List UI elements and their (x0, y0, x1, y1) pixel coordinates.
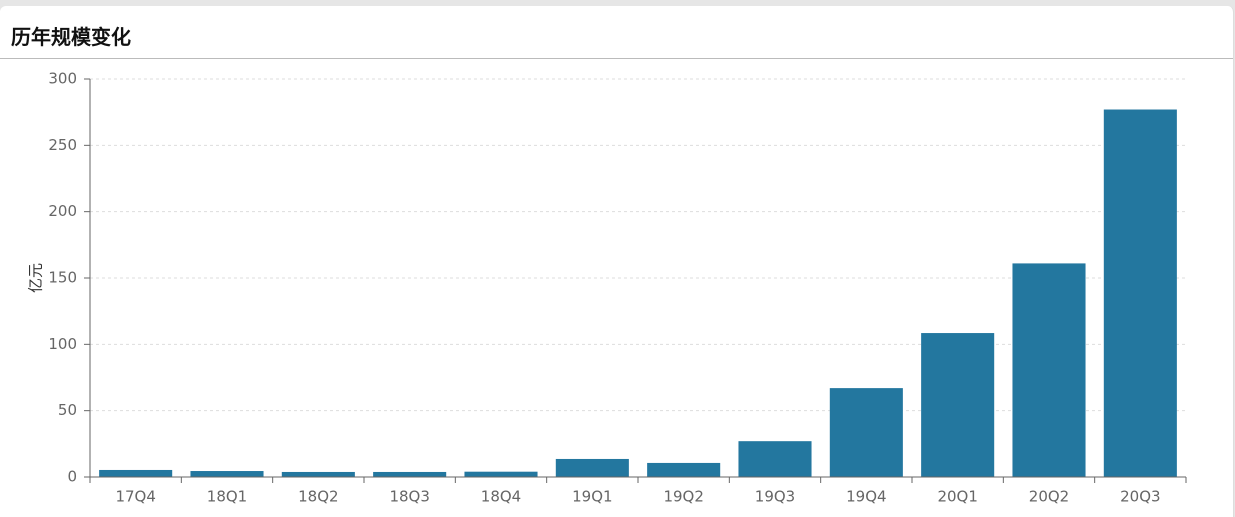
x-tick-label: 19Q1 (572, 488, 612, 506)
bar (99, 469, 173, 477)
x-tick-label: 19Q3 (755, 488, 795, 506)
x-tick-label: 17Q4 (115, 488, 155, 506)
y-tick-label: 50 (58, 401, 77, 419)
bar (1012, 263, 1086, 477)
x-tick-label: 18Q2 (298, 488, 338, 506)
bar (281, 471, 355, 477)
bar (829, 388, 903, 477)
x-tick-label: 20Q1 (937, 488, 977, 506)
y-tick-label: 250 (48, 136, 77, 154)
x-tick-label: 18Q4 (481, 488, 521, 506)
bar (555, 458, 629, 477)
x-tick-label: 18Q3 (389, 488, 429, 506)
x-tick-label: 20Q3 (1120, 488, 1160, 506)
bar (190, 471, 264, 477)
y-tick-label: 100 (48, 335, 77, 353)
x-tick-label: 19Q4 (846, 488, 886, 506)
y-tick-label: 200 (48, 202, 77, 220)
bar (373, 471, 447, 477)
panel-title: 历年规模变化 (11, 25, 131, 49)
bar (921, 333, 995, 477)
y-tick-label: 0 (67, 468, 77, 486)
bar (464, 471, 538, 477)
bar (647, 462, 721, 477)
x-tick-label: 20Q2 (1029, 488, 1069, 506)
y-axis-label: 亿元 (27, 263, 45, 293)
bar (1103, 109, 1177, 477)
x-tick-label: 18Q1 (207, 488, 247, 506)
divider (0, 58, 1233, 59)
x-tick-label: 19Q2 (663, 488, 703, 506)
bar (738, 441, 812, 477)
y-tick-label: 150 (48, 269, 77, 287)
y-tick-label: 300 (48, 70, 77, 88)
